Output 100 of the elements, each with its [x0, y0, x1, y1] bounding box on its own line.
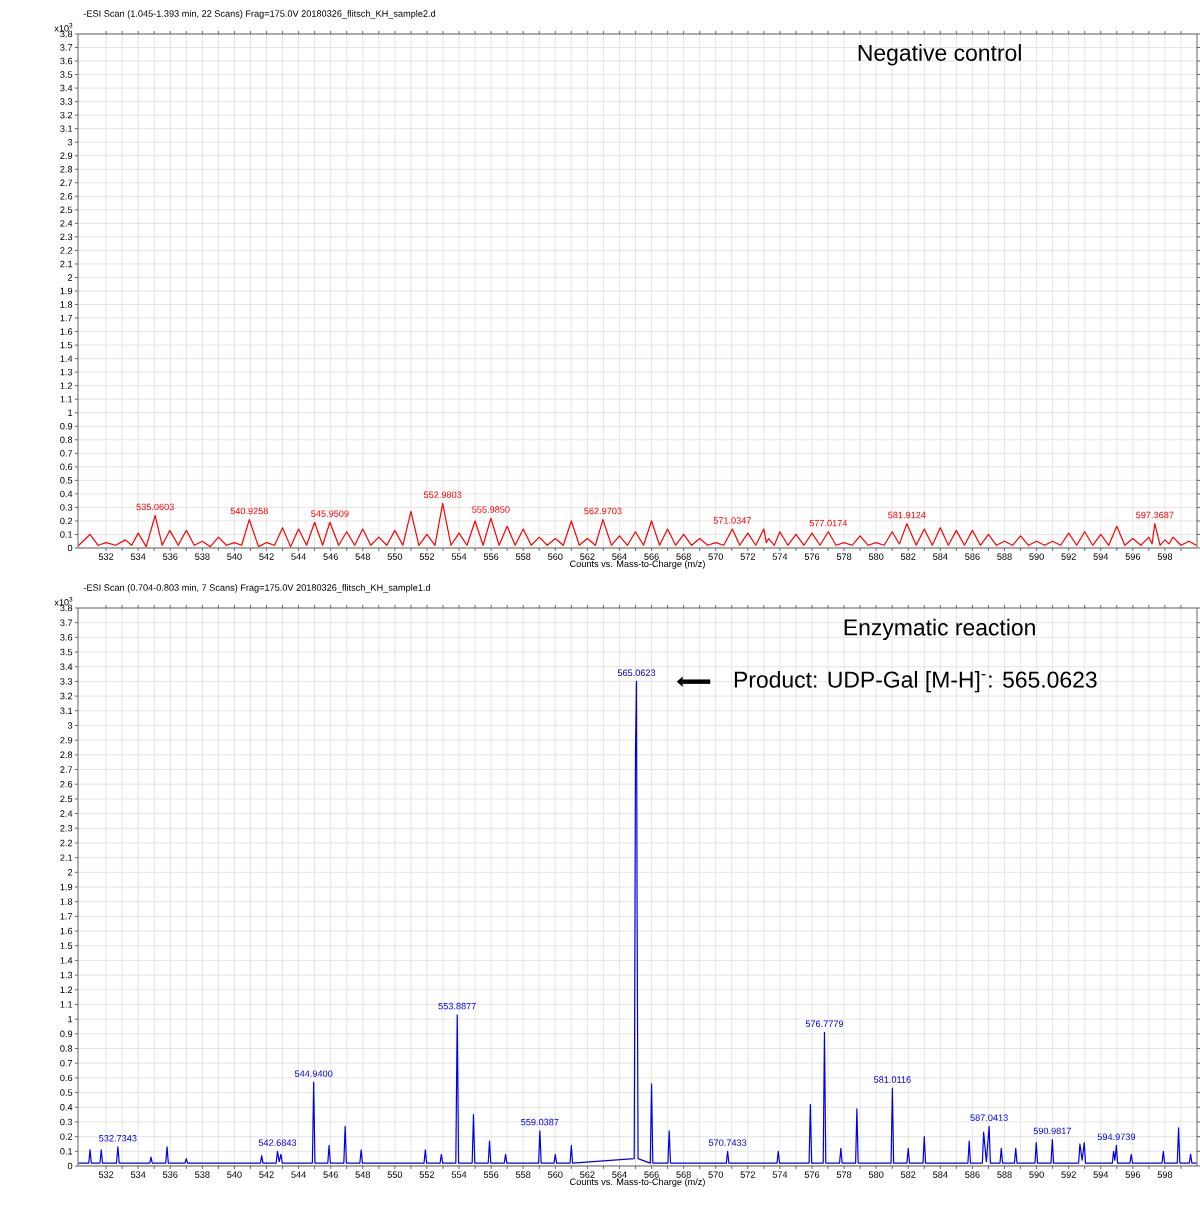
x-tick-label: 566: [644, 553, 659, 560]
y-tick-label: 1.8: [60, 898, 73, 905]
y-tick-label: 0.4: [60, 490, 73, 498]
x-tick-label: 532: [98, 553, 114, 560]
y-tick-label: 1.7: [60, 913, 72, 920]
x-tick-label: 560: [547, 1171, 563, 1178]
x-tick-label: 588: [997, 1171, 1012, 1178]
y-tick-label: 1.6: [60, 927, 73, 935]
y-tick-label: 2.5: [60, 795, 73, 803]
y-tick-label: 2: [67, 869, 72, 876]
x-tick-label: 594: [1093, 553, 1108, 560]
annotation: 542.6843: [258, 1139, 297, 1146]
annotation: 570.7433: [708, 1139, 747, 1146]
y-tick-label: 3: [67, 722, 73, 729]
annotation: 559.0387: [520, 1118, 559, 1126]
annotation: 590.9817: [1033, 1127, 1071, 1135]
x-tick-label: 556: [483, 1171, 499, 1178]
x-axis-title: Counts vs. Mass-to-Charge (m/z): [569, 1178, 705, 1187]
y-tick-label: 0.3: [60, 1118, 73, 1126]
y-tick-label: 3.4: [60, 84, 73, 92]
y-tick-label: 2.8: [60, 166, 73, 173]
x-tick-label: 590: [1029, 553, 1044, 560]
annotation: 552.9803: [423, 491, 462, 498]
x-tick-label: 548: [355, 553, 370, 560]
y-tick-label: 2.5: [60, 206, 73, 214]
x-tick-label: 578: [836, 553, 852, 560]
y-tick-label: 3: [67, 138, 73, 146]
y-tick-label: 2.2: [60, 247, 72, 254]
y-tick-label: 0.5: [60, 477, 73, 484]
x-tick-label: 580: [868, 553, 884, 560]
x-tick-label: 534: [130, 1171, 146, 1178]
chart-title: -ESI Scan (1.045-1.393 min, 22 Scans) Frag=175.0V 20180326_flitsch_KH_sample2.d: [83, 10, 435, 19]
y-tick-label: 0.5: [60, 1089, 73, 1096]
x-tick-label: 560: [547, 553, 563, 560]
x-tick-label: 550: [387, 553, 403, 560]
annotation: 581.0116: [873, 1076, 911, 1083]
y-tick-label: 0.1: [60, 1148, 73, 1155]
x-tick-label: 580: [868, 1171, 884, 1178]
y-tick-label: 0.7: [60, 450, 72, 457]
x-tick-label: 568: [676, 1171, 691, 1178]
x-tick-label: 576: [804, 553, 820, 560]
y-tick-label: 1.7: [60, 314, 72, 322]
annotation: 562.9703: [584, 507, 622, 515]
x-tick-label: 554: [451, 1171, 467, 1178]
x-tick-label: 570: [708, 1171, 723, 1178]
y-tick-label: 0.3: [60, 504, 73, 511]
x-tick-label: 538: [194, 1171, 210, 1178]
annotation: Product: UDP-Gal [M-H]$^{-}$: 565.0623: [734, 670, 1097, 693]
y-tick-label: 2.9: [60, 736, 73, 744]
y-tick-label: 0.8: [60, 1045, 73, 1052]
x-tick-label: 586: [965, 1171, 980, 1178]
y-tick-label: 0.8: [60, 436, 73, 444]
annotation: 535.0603: [136, 503, 174, 511]
y-tick-label: 2.4: [60, 810, 73, 817]
y-tick-label: 0.6: [60, 463, 73, 471]
y-tick-label: 0.1: [60, 531, 73, 538]
y-tick-label: 1.5: [60, 341, 73, 349]
y-tick-label: 0.9: [60, 423, 73, 430]
x-tick-label: 574: [772, 1171, 788, 1178]
x-tick-label: 598: [1157, 1171, 1173, 1178]
x-tick-label: 594: [1093, 1171, 1108, 1178]
x-tick-label: 582: [900, 553, 916, 560]
y-tick-label: 3.3: [60, 98, 73, 105]
x-tick-label: 572: [740, 1171, 755, 1178]
x-tick-label: 592: [1061, 1171, 1076, 1178]
x-tick-label: 564: [612, 1171, 627, 1178]
x-tick-label: 598: [1157, 553, 1173, 560]
x-tick-label: 586: [965, 553, 980, 560]
y-tick-label: 1.9: [60, 883, 73, 891]
y-tick-label: 3.5: [60, 648, 73, 656]
y-tick-label: 0: [67, 544, 73, 552]
y-tick-label: 1.6: [60, 328, 73, 335]
y-tick-label: 0.2: [60, 517, 72, 525]
annotation: 594.9739: [1097, 1133, 1135, 1141]
y-tick-label: 1.1: [60, 396, 73, 403]
x-tick-label: 562: [579, 553, 595, 560]
y-tick-label: 2: [67, 274, 72, 281]
y-tick-label: 0.7: [60, 1059, 72, 1067]
x-tick-label: 552: [419, 1171, 434, 1178]
x-tick-label: 542: [259, 553, 274, 560]
y-tick-label: 3.8: [60, 30, 73, 38]
x-tick-label: 576: [804, 1171, 820, 1178]
annotation: 540.9258: [230, 507, 268, 515]
y-tick-label: 2.4: [60, 220, 73, 227]
x-tick-label: 590: [1029, 1171, 1044, 1178]
x-tick-label: 584: [932, 553, 948, 560]
annotation: 587.0413: [970, 1114, 1008, 1121]
x-tick-label: 588: [997, 553, 1012, 560]
x-tick-label: 536: [162, 1171, 178, 1178]
x-tick-label: 592: [1061, 553, 1076, 560]
y-tick-label: 2.3: [60, 825, 73, 832]
annotation: 532.7343: [98, 1135, 137, 1142]
x-tick-label: 596: [1125, 553, 1140, 560]
y-tick-label: 0.9: [60, 1030, 73, 1038]
annotation: 544.9400: [294, 1070, 333, 1077]
y-tick-label: 0.4: [60, 1104, 73, 1111]
y-tick-label: 2.1: [60, 854, 73, 861]
y-tick-label: 2.9: [60, 152, 73, 159]
x-tick-label: 584: [932, 1171, 948, 1178]
x-tick-label: 548: [355, 1171, 370, 1178]
